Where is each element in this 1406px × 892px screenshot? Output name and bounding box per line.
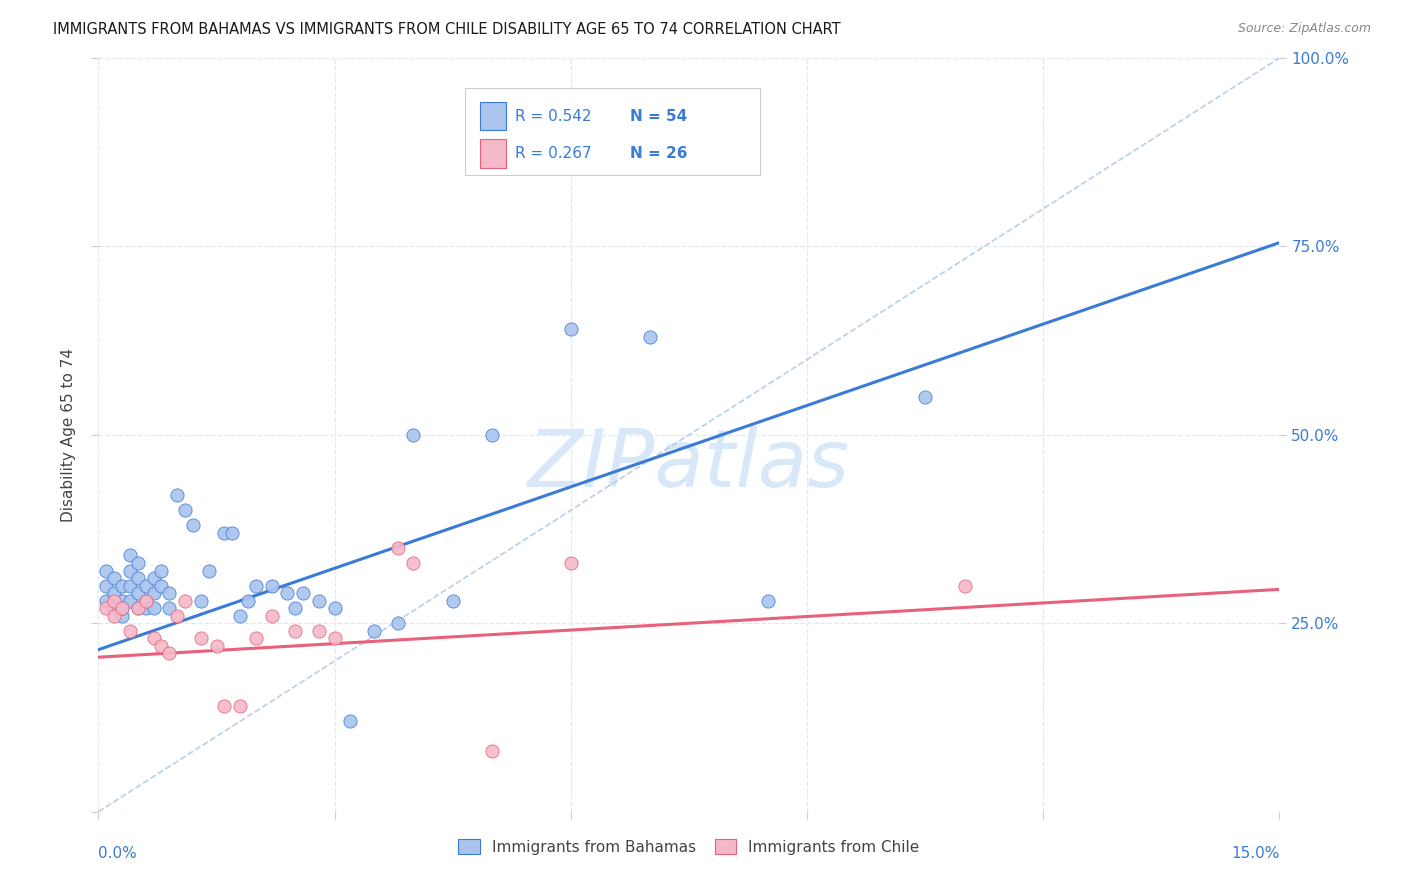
Point [142, 586, 165, 600]
Point [127, 601, 149, 615]
Point [181, 518, 204, 533]
Point [756, 593, 779, 607]
Point [118, 624, 141, 638]
Point [481, 427, 503, 442]
Point [236, 593, 259, 607]
Text: IMMIGRANTS FROM BAHAMAS VS IMMIGRANTS FROM CHILE DISABILITY AGE 65 TO 74 CORRELA: IMMIGRANTS FROM BAHAMAS VS IMMIGRANTS FR… [53, 22, 841, 37]
Point [150, 578, 173, 592]
Point [96, 593, 118, 607]
Point [339, 714, 361, 729]
Point [142, 601, 165, 615]
Point [308, 624, 330, 638]
Point [111, 578, 134, 592]
Point [245, 632, 267, 646]
Point [221, 525, 243, 540]
Point [276, 586, 298, 600]
Point [229, 699, 252, 714]
Point [245, 578, 267, 592]
Point [118, 564, 141, 578]
Point [127, 601, 149, 615]
Point [135, 601, 157, 615]
Legend: Immigrants from Bahamas, Immigrants from Chile: Immigrants from Bahamas, Immigrants from… [453, 833, 925, 861]
Point [441, 593, 464, 607]
FancyBboxPatch shape [464, 88, 759, 175]
Point [292, 586, 315, 600]
Point [103, 608, 125, 623]
Y-axis label: Disability Age 65 to 74: Disability Age 65 to 74 [60, 348, 76, 522]
Point [387, 541, 409, 555]
Point [127, 556, 149, 570]
Point [111, 593, 134, 607]
Point [402, 556, 425, 570]
Point [387, 616, 409, 631]
Text: N = 26: N = 26 [630, 146, 688, 161]
Point [150, 639, 173, 653]
Point [103, 586, 125, 600]
Point [284, 601, 307, 615]
Point [103, 601, 125, 615]
Point [260, 608, 283, 623]
Point [229, 608, 252, 623]
Point [190, 632, 212, 646]
Point [190, 593, 212, 607]
Point [560, 322, 582, 336]
Point [111, 601, 134, 615]
Point [111, 608, 134, 623]
Point [118, 549, 141, 563]
Point [135, 593, 157, 607]
Point [323, 632, 346, 646]
Text: R = 0.267: R = 0.267 [516, 146, 592, 161]
FancyBboxPatch shape [479, 139, 506, 168]
Text: Source: ZipAtlas.com: Source: ZipAtlas.com [1237, 22, 1371, 36]
Point [150, 564, 173, 578]
Point [111, 601, 134, 615]
Point [135, 578, 157, 592]
Point [103, 593, 125, 607]
FancyBboxPatch shape [479, 102, 506, 130]
Point [157, 647, 180, 661]
Text: R = 0.542: R = 0.542 [516, 109, 592, 123]
Point [118, 578, 141, 592]
Point [481, 744, 503, 758]
Point [363, 624, 385, 638]
Point [197, 564, 219, 578]
Point [96, 578, 118, 592]
Point [127, 586, 149, 600]
Point [214, 699, 236, 714]
Point [135, 593, 157, 607]
Point [96, 564, 118, 578]
Point [166, 608, 188, 623]
Text: N = 54: N = 54 [630, 109, 688, 123]
Point [638, 330, 661, 344]
Point [953, 578, 976, 592]
Point [214, 525, 236, 540]
Point [174, 593, 197, 607]
Point [323, 601, 346, 615]
Text: 0.0%: 0.0% [98, 846, 138, 861]
Text: ZIPatlas: ZIPatlas [527, 426, 851, 504]
Point [118, 593, 141, 607]
Point [402, 427, 425, 442]
Point [284, 624, 307, 638]
Point [127, 571, 149, 585]
Point [205, 639, 228, 653]
Point [103, 571, 125, 585]
Point [157, 601, 180, 615]
Point [142, 571, 165, 585]
Point [260, 578, 283, 592]
Point [560, 556, 582, 570]
Point [166, 488, 188, 502]
Point [96, 601, 118, 615]
Point [142, 632, 165, 646]
Point [174, 503, 197, 517]
Point [914, 390, 936, 404]
Point [157, 586, 180, 600]
Text: 15.0%: 15.0% [1232, 846, 1279, 861]
Point [308, 593, 330, 607]
